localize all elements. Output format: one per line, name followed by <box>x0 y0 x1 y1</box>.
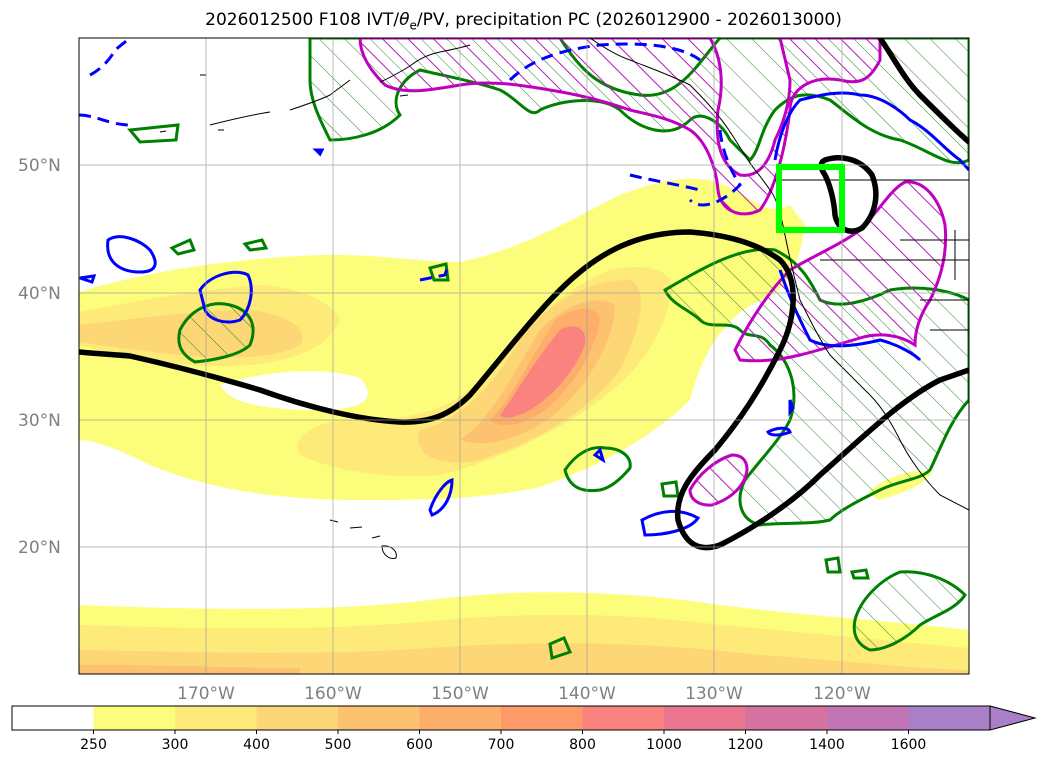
pv-contour-closed <box>818 155 879 234</box>
lon-label-150W: 150°W <box>431 684 489 704</box>
lon-label-160W: 160°W <box>304 684 362 704</box>
colorbar-segment <box>664 706 746 730</box>
precip-green-small-3 <box>242 238 269 252</box>
precip-green-small-1 <box>127 123 180 144</box>
map-frame <box>78 37 970 675</box>
lat-label-20N: 20°N <box>18 538 61 558</box>
theta-e-solid-3 <box>428 478 454 517</box>
precip-green-small-8 <box>850 568 870 580</box>
lat-tick-labels: 50°N 40°N 30°N 20°N <box>18 156 61 558</box>
title-theta: θ <box>399 10 410 30</box>
pv-contour-main <box>79 229 969 551</box>
colorbar-segment <box>256 706 339 730</box>
precip-green-small-2 <box>169 237 197 256</box>
lat-label-30N: 30°N <box>18 411 61 431</box>
theta-e-solid-7 <box>788 399 795 417</box>
precip-green-west-1 <box>177 302 255 364</box>
theta-e-solid-5 <box>766 426 792 437</box>
colorbar-label: 400 <box>243 737 270 753</box>
theta-e-dashed-5 <box>419 264 450 282</box>
colorbar-segment <box>745 706 828 730</box>
colorbar-segment <box>582 706 665 730</box>
colorbar-segment <box>338 706 420 730</box>
colorbar-segment <box>93 706 176 730</box>
theta-e-solid-6 <box>592 447 606 464</box>
title-suffix: /PV, precipitation PC (2026012900 - 2026… <box>416 10 842 30</box>
lon-label-170W: 170°W <box>177 684 235 704</box>
theta-e-solid-1 <box>106 235 157 274</box>
coastlines <box>159 38 969 559</box>
precip-green-south-east <box>852 570 967 652</box>
colorbar-segment <box>501 706 583 730</box>
precip-green-small-6 <box>548 636 573 660</box>
colorbar-segment <box>908 706 991 730</box>
colorbar-label: 300 <box>162 737 189 753</box>
title-prefix: 2026012500 F108 IVT/ <box>205 10 400 30</box>
lon-label-140W: 140°W <box>558 684 616 704</box>
colorbar-segment <box>419 706 502 730</box>
colorbar-segment <box>175 706 257 730</box>
precip-magenta-south <box>688 453 749 507</box>
theta-e-solid-8 <box>312 148 325 157</box>
colorbar-label: 1000 <box>646 737 682 753</box>
colorbar-label: 250 <box>80 737 107 753</box>
highlight-box <box>776 164 845 233</box>
coastline-hawaii <box>329 519 397 559</box>
colorbar-label: 700 <box>488 737 515 753</box>
theta-e-solid-2 <box>198 270 253 324</box>
lon-label-130W: 130°W <box>685 684 743 704</box>
colorbar: 250 300 400 500 600 700 800 1000 1200 1400 1600 <box>11 705 1037 753</box>
colorbar-segment <box>827 706 909 730</box>
ivt-band-south-400 <box>79 643 969 674</box>
theta-e-dashed-2 <box>89 38 131 77</box>
theta-e-solid-9 <box>79 274 97 284</box>
figure-title: 2026012500 F108 IVT/θe/PV, precipitation… <box>0 10 1047 32</box>
border-lines <box>775 179 969 331</box>
precip-green-small-4 <box>428 262 450 282</box>
colorbar-label: 800 <box>569 737 596 753</box>
coastline-islands <box>159 74 409 133</box>
pv-contours <box>79 38 969 551</box>
gridlines <box>79 38 969 674</box>
title-subscript: e <box>409 18 417 33</box>
ivt-band-south-500 <box>79 664 300 674</box>
colorbar-label: 600 <box>406 737 433 753</box>
precip-green-small-7 <box>824 556 842 574</box>
colorbar-segment <box>12 706 94 730</box>
coastline-alaska <box>209 38 771 191</box>
map-area <box>79 38 969 674</box>
precip-magenta-north <box>358 38 882 216</box>
colorbar-label: 1400 <box>809 737 845 753</box>
colorbar-label: 1600 <box>891 737 927 753</box>
colorbar-label: 1200 <box>728 737 764 753</box>
theta-e-dashed-4 <box>629 173 701 192</box>
theta-e-dashed-1 <box>79 113 131 127</box>
colorbar-label: 500 <box>325 737 352 753</box>
ivt-band-700 <box>500 326 586 418</box>
colorbar-extend-arrow <box>989 705 1037 731</box>
coastline-westcoast <box>769 189 969 511</box>
lat-label-50N: 50°N <box>18 156 61 176</box>
theta-e-solid-4 <box>640 510 701 537</box>
precip-magenta-areas <box>358 38 948 507</box>
lon-label-120W: 120°W <box>813 684 871 704</box>
pv-contour-north-east <box>877 38 969 145</box>
lat-label-40N: 40°N <box>18 284 61 304</box>
ivt-band-250-hole <box>220 371 368 410</box>
lon-tick-labels: 170°W 160°W 150°W 140°W 130°W 120°W <box>177 684 871 704</box>
